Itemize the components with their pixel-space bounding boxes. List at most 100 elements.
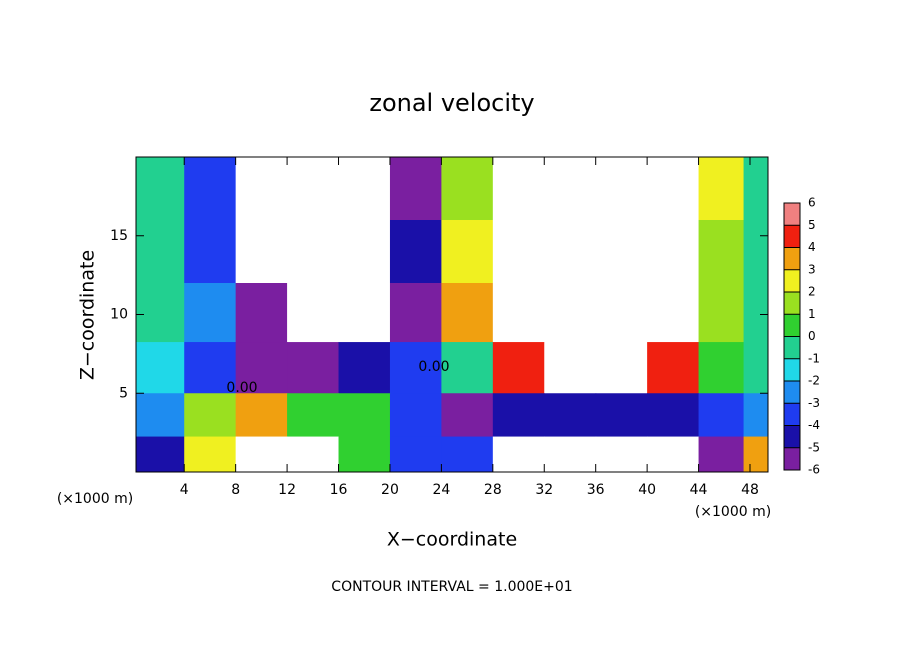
heat-cell [338,393,391,438]
heat-cell [743,436,769,473]
heat-cell [338,157,391,221]
heat-cell [338,220,391,284]
colorbar-label: -6 [808,463,820,477]
colorbar-label: 5 [808,218,816,232]
heat-cell [287,342,340,394]
heat-cell [647,342,700,394]
plot-area [136,157,769,473]
heat-cell [544,393,597,438]
heat-cell [136,157,185,221]
heat-cell [743,157,769,221]
x-tick-label: 44 [690,482,708,498]
heat-cell [287,393,340,438]
heat-cell [389,436,442,473]
heat-cell [544,436,597,473]
heat-cell [647,436,700,473]
heat-cell [136,393,185,438]
x-axis-title: X−coordinate [387,529,517,551]
heat-cell [698,157,745,221]
x-tick-label: 16 [330,482,348,498]
heat-cell [647,283,700,343]
heat-cell [698,436,745,473]
heat-cell [595,220,648,284]
colorbar-label: 1 [808,307,816,321]
colorbar-segment [784,403,800,426]
heat-cell [235,393,288,438]
x-unit: (×1000 m) [695,504,771,520]
heat-cell [492,157,545,221]
heat-cell [389,283,442,343]
colorbar-label: 0 [808,329,816,343]
colorbar-label: -1 [808,351,820,365]
colorbar-label: 4 [808,240,816,254]
heat-cell [136,220,185,284]
heat-cell [287,436,340,473]
x-tick-label: 40 [638,482,656,498]
heat-cell [389,157,442,221]
x-tick-label: 48 [741,482,759,498]
heat-cell [389,393,442,438]
heat-cell [338,342,391,394]
heat-cell [441,342,494,394]
heat-cell [492,436,545,473]
heat-cell [698,220,745,284]
heat-cell [389,342,442,394]
colorbar-label: -5 [808,440,820,454]
heat-cell [647,393,700,438]
heat-cell [595,283,648,343]
heat-cell [287,220,340,284]
x-tick-label: 32 [535,482,553,498]
heat-cell [492,220,545,284]
colorbar-segment [784,247,800,270]
heat-cell [287,283,340,343]
footer: CONTOUR INTERVAL = 1.000E+01 [331,579,572,595]
heat-cell [441,157,494,221]
y-tick-label: 5 [119,385,128,401]
heat-cell [184,283,237,343]
heat-cell [647,157,700,221]
colorbar-label: -3 [808,396,820,410]
heat-cell [743,393,769,438]
heat-cell [647,220,700,284]
heat-cell [338,436,391,473]
colorbar-label: -4 [808,418,820,432]
heat-cell [136,283,185,343]
heat-cell [441,393,494,438]
heat-cell [544,220,597,284]
heat-cell [595,393,648,438]
heat-cell [441,436,494,473]
x-unit: (×1000 m) [57,491,133,507]
heat-cell [441,220,494,284]
colorbar-segment [784,314,800,337]
contour-label: 0.00 [418,359,449,375]
contour-label: 0.00 [226,380,257,396]
colorbar-segment [784,336,800,359]
heat-cell [235,283,288,343]
heat-cell [698,393,745,438]
colorbar-segment [784,292,800,315]
heat-cell [544,157,597,221]
x-tick-label: 12 [278,482,296,498]
heat-cell [441,283,494,343]
heat-cell [595,436,648,473]
heat-cell [698,283,745,343]
y-axis-title: Z−coordinate [77,250,99,380]
x-tick-label: 4 [180,482,189,498]
chart-title: zonal velocity [369,89,534,117]
heat-cell [389,220,442,284]
heat-cell [595,157,648,221]
y-tick-label: 15 [110,228,128,244]
heat-cell [235,342,288,394]
heat-cell [698,342,745,394]
colorbar-label: 3 [808,262,816,276]
heat-cell [743,220,769,284]
colorbar-segment [784,203,800,226]
heat-cell [743,283,769,343]
heat-cell [235,220,288,284]
heat-cell [743,342,769,394]
colorbar-segment [784,358,800,381]
heat-cell [492,342,545,394]
x-tick-label: 28 [484,482,502,498]
colorbar-segment [784,447,800,470]
